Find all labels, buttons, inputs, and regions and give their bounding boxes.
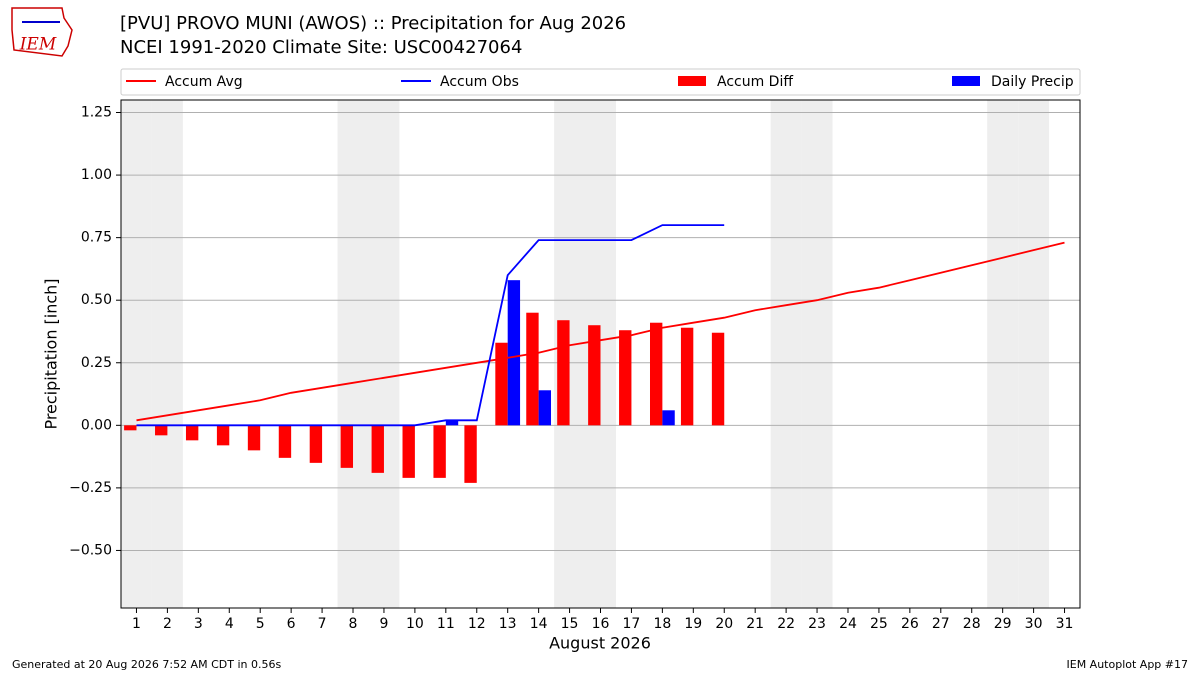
bar <box>557 320 570 426</box>
legend-label: Accum Obs <box>440 74 519 90</box>
bar <box>680 327 694 426</box>
x-tick-label: 17 <box>623 616 641 632</box>
x-tick-label: 28 <box>963 616 981 632</box>
bar <box>619 330 632 426</box>
weekend-shade <box>770 100 802 608</box>
bar <box>662 410 675 426</box>
x-tick-label: 29 <box>994 616 1012 632</box>
weekend-shade <box>337 100 369 608</box>
bar <box>711 332 725 426</box>
x-tick-label: 14 <box>530 616 548 632</box>
bar <box>309 425 323 463</box>
x-tick-label: 30 <box>1025 616 1043 632</box>
x-tick-label: 11 <box>437 616 455 632</box>
x-tick-label: 20 <box>715 616 733 632</box>
bar <box>340 425 354 468</box>
bar <box>538 390 552 426</box>
x-tick-label: 27 <box>932 616 950 632</box>
bar <box>507 280 521 426</box>
weekend-shade <box>121 100 152 608</box>
chart-title: [PVU] PROVO MUNI (AWOS) :: Precipitation… <box>120 13 626 34</box>
bar <box>402 425 415 478</box>
legend-swatch <box>952 76 980 86</box>
bar <box>278 425 292 458</box>
x-tick-label: 26 <box>901 616 919 632</box>
x-tick-label: 21 <box>746 616 764 632</box>
bar <box>247 425 261 451</box>
logo: IEM <box>11 7 73 57</box>
legend-label: Daily Precip <box>991 74 1074 90</box>
weekend-shade <box>1018 100 1050 608</box>
x-tick-label: 4 <box>225 616 234 632</box>
legend-label: Accum Diff <box>717 74 793 90</box>
y-tick-label: 0.25 <box>81 355 112 371</box>
bar <box>124 425 137 431</box>
x-tick-label: 25 <box>870 616 888 632</box>
x-tick-label: 31 <box>1056 616 1074 632</box>
y-tick-label: −0.50 <box>69 542 112 558</box>
bar <box>371 425 384 473</box>
plot-frame <box>120 99 1081 609</box>
x-tick-label: 10 <box>406 616 424 632</box>
bar <box>526 312 539 426</box>
bar <box>649 322 663 426</box>
logo-text: IEM <box>19 35 57 55</box>
bar <box>216 425 230 446</box>
weekend-shade <box>151 100 183 608</box>
bar <box>445 420 459 426</box>
x-tick-label: 9 <box>379 616 388 632</box>
logo-outline <box>11 7 73 57</box>
weekend-shade <box>801 100 833 608</box>
x-axis-label: August 2026 <box>549 634 651 653</box>
y-tick-label: 0.00 <box>81 417 112 433</box>
bar <box>433 425 446 478</box>
chart-subtitle: NCEI 1991-2020 Climate Site: USC00427064 <box>120 37 522 58</box>
line <box>136 241 1065 422</box>
bar <box>155 425 168 436</box>
x-tick-label: 18 <box>653 616 671 632</box>
x-tick-label: 7 <box>318 616 327 632</box>
line <box>136 224 725 427</box>
x-tick-label: 19 <box>684 616 702 632</box>
x-tick-label: 1 <box>132 616 141 632</box>
bar <box>588 325 601 426</box>
x-tick-label: 16 <box>592 616 610 632</box>
x-tick-label: 3 <box>194 616 203 632</box>
y-tick-label: −0.25 <box>69 480 112 496</box>
weekend-shade <box>368 100 400 608</box>
footer-right: IEM Autoplot App #17 <box>1067 658 1189 671</box>
x-tick-label: 8 <box>349 616 358 632</box>
x-tick-label: 24 <box>839 616 857 632</box>
footer-left: Generated at 20 Aug 2026 7:52 AM CDT in … <box>12 658 281 671</box>
x-tick-label: 22 <box>777 616 795 632</box>
bar <box>495 342 508 426</box>
x-tick-label: 15 <box>561 616 579 632</box>
weekend-shade <box>987 100 1019 608</box>
y-tick-label: 1.25 <box>81 105 112 121</box>
legend-label: Accum Avg <box>165 74 243 90</box>
x-tick-label: 5 <box>256 616 265 632</box>
x-tick-label: 23 <box>808 616 826 632</box>
y-tick-label: 0.50 <box>81 292 112 308</box>
x-tick-label: 2 <box>163 616 172 632</box>
x-tick-label: 6 <box>287 616 296 632</box>
x-tick-label: 12 <box>468 616 486 632</box>
legend-box <box>120 68 1081 96</box>
legend-swatch <box>678 76 706 86</box>
y-tick-label: 0.75 <box>81 230 112 246</box>
y-tick-label: 1.00 <box>81 167 112 183</box>
y-axis-label: Precipitation [inch] <box>42 278 61 429</box>
x-tick-label: 13 <box>499 616 517 632</box>
bar <box>185 425 199 441</box>
bar <box>464 425 477 483</box>
